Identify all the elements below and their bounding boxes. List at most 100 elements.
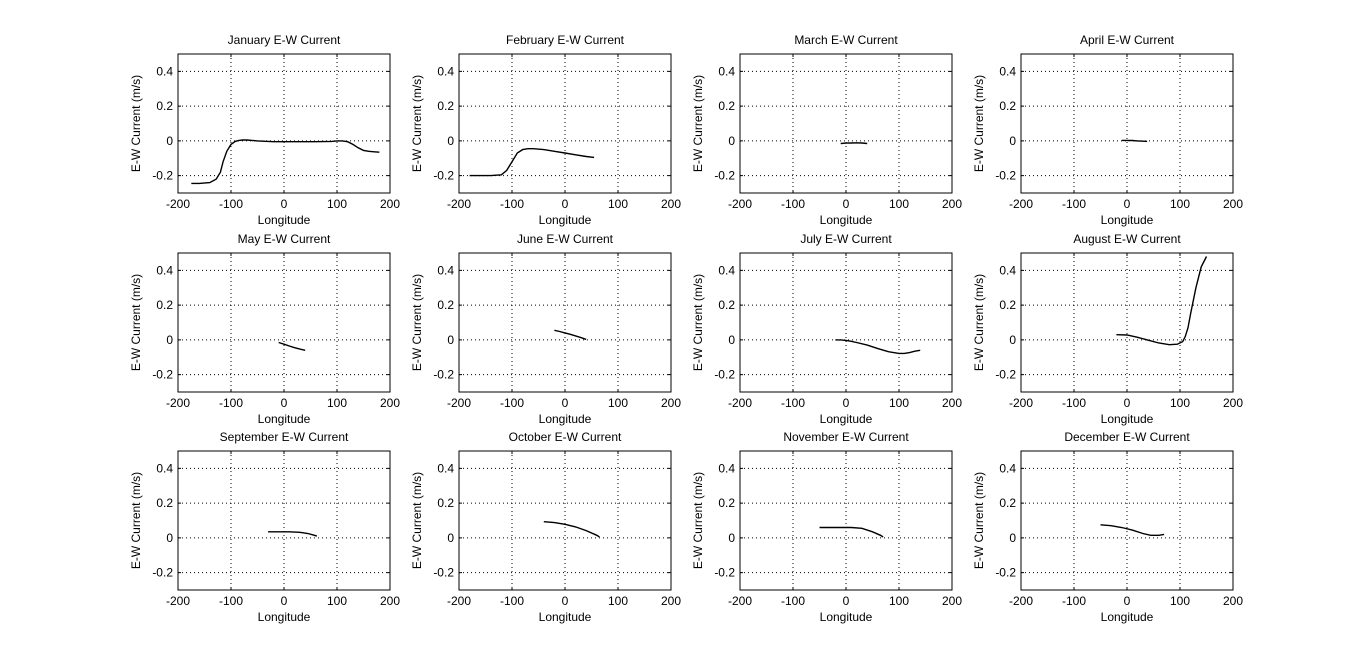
y-tick-label: -0.2 [995,368,1016,382]
y-tick-label: 0.2 [156,298,173,312]
y-tick-label: 0.2 [999,298,1016,312]
y-tick-label: -0.2 [995,566,1016,580]
y-tick-label: 0 [728,531,735,545]
x-tick-label: 200 [661,396,681,410]
series-line [819,526,884,538]
x-tick-label: -200 [166,197,190,211]
x-tick-label: -100 [500,197,524,211]
x-tick-label: -200 [728,396,752,410]
x-tick-label: 0 [1124,594,1131,608]
x-tick-label: 200 [661,594,681,608]
x-tick-label: -200 [447,197,471,211]
y-tick-label: 0.2 [437,496,454,510]
x-tick-label: 200 [380,396,400,410]
x-tick-label: -200 [166,594,190,608]
x-tick-label: 200 [380,594,400,608]
x-tick-label: 200 [1223,594,1243,608]
x-tick-label: -100 [219,594,243,608]
x-tick-label: 0 [843,594,850,608]
y-axis-label: E-W Current (m/s) [972,75,986,172]
subplot-5: -200 -100 0 100 200 -0.2 0 0.2 0.4 May E-W Curren… [129,232,400,426]
x-tick-label: -200 [1009,197,1033,211]
y-tick-label: 0.2 [718,99,735,113]
y-axis-label: E-W Current (m/s) [410,274,424,371]
x-axis-label: Longitude [539,610,592,624]
x-tick-label: -200 [1009,396,1033,410]
x-axis-label: Longitude [539,412,592,426]
subplot-title: March E-W Current [794,33,898,47]
x-tick-label: -100 [781,197,805,211]
x-axis-label: Longitude [1101,412,1154,426]
y-tick-label: 0.2 [999,496,1016,510]
x-tick-label: 0 [281,594,288,608]
series-line [1100,524,1165,536]
y-axis-label: E-W Current (m/s) [691,472,705,569]
subplot-title: August E-W Current [1073,232,1181,246]
y-tick-label: 0 [166,531,173,545]
y-tick-label: 0.4 [718,263,735,277]
x-tick-label: -100 [219,396,243,410]
x-tick-label: 100 [327,594,347,608]
x-tick-label: -200 [1009,594,1033,608]
series-line [840,142,868,145]
y-tick-label: 0 [166,333,173,347]
subplot-title: April E-W Current [1080,33,1175,47]
x-axis-label: Longitude [820,412,873,426]
y-tick-label: 0.2 [437,298,454,312]
series-line [469,147,595,177]
x-tick-label: 200 [942,396,962,410]
x-tick-label: 200 [942,197,962,211]
y-axis-label: E-W Current (m/s) [691,75,705,172]
x-tick-label: 0 [843,197,850,211]
series-line [1121,139,1148,143]
y-tick-label: -0.2 [714,566,735,580]
x-tick-label: 100 [889,396,909,410]
x-tick-label: 100 [327,396,347,410]
y-tick-label: -0.2 [152,368,173,382]
y-axis-label: E-W Current (m/s) [972,472,986,569]
y-tick-label: -0.2 [714,368,735,382]
x-axis-label: Longitude [1101,610,1154,624]
x-tick-label: 0 [281,396,288,410]
x-tick-label: 200 [661,197,681,211]
y-tick-label: 0.4 [156,64,173,78]
series-line [543,521,600,538]
y-tick-label: 0 [1009,333,1016,347]
x-tick-label: 200 [1223,396,1243,410]
y-tick-label: 0.4 [718,461,735,475]
subplot-2: -200 -100 0 100 200 -0.2 0 0.2 0.4 February E-W C… [410,33,681,227]
y-tick-label: 0 [728,333,735,347]
y-axis-label: E-W Current (m/s) [129,472,143,569]
x-tick-label: 100 [608,396,628,410]
subplot-title: June E-W Current [517,232,614,246]
x-tick-label: 100 [327,197,347,211]
x-axis-label: Longitude [258,610,311,624]
x-tick-label: 100 [608,197,628,211]
x-axis-label: Longitude [820,213,873,227]
x-tick-label: 0 [562,396,569,410]
y-tick-label: -0.2 [714,169,735,183]
x-tick-label: 100 [889,594,909,608]
x-tick-label: 200 [1223,197,1243,211]
x-tick-label: -200 [166,396,190,410]
subplot-1: -200 -100 0 100 200 -0.2 0 0.2 0.4 January E-W Cu… [129,33,400,227]
series-line [835,339,921,355]
x-axis-label: Longitude [1101,213,1154,227]
x-tick-label: -100 [781,396,805,410]
y-tick-label: 0 [447,134,454,148]
x-tick-label: 0 [281,197,288,211]
x-tick-label: 0 [1124,396,1131,410]
y-tick-label: -0.2 [433,368,454,382]
y-tick-label: -0.2 [152,566,173,580]
subplot-10: -200 -100 0 100 200 -0.2 0 0.2 0.4 October E-W Cu… [410,430,681,624]
x-axis-label: Longitude [258,412,311,426]
y-tick-label: -0.2 [433,169,454,183]
subplot-11: -200 -100 0 100 200 -0.2 0 0.2 0.4 November E-W C… [691,430,962,624]
y-tick-label: -0.2 [433,566,454,580]
x-axis-label: Longitude [820,610,873,624]
y-axis-label: E-W Current (m/s) [410,75,424,172]
y-tick-label: 0 [447,333,454,347]
y-tick-label: 0.4 [437,461,454,475]
x-tick-label: 0 [1124,197,1131,211]
